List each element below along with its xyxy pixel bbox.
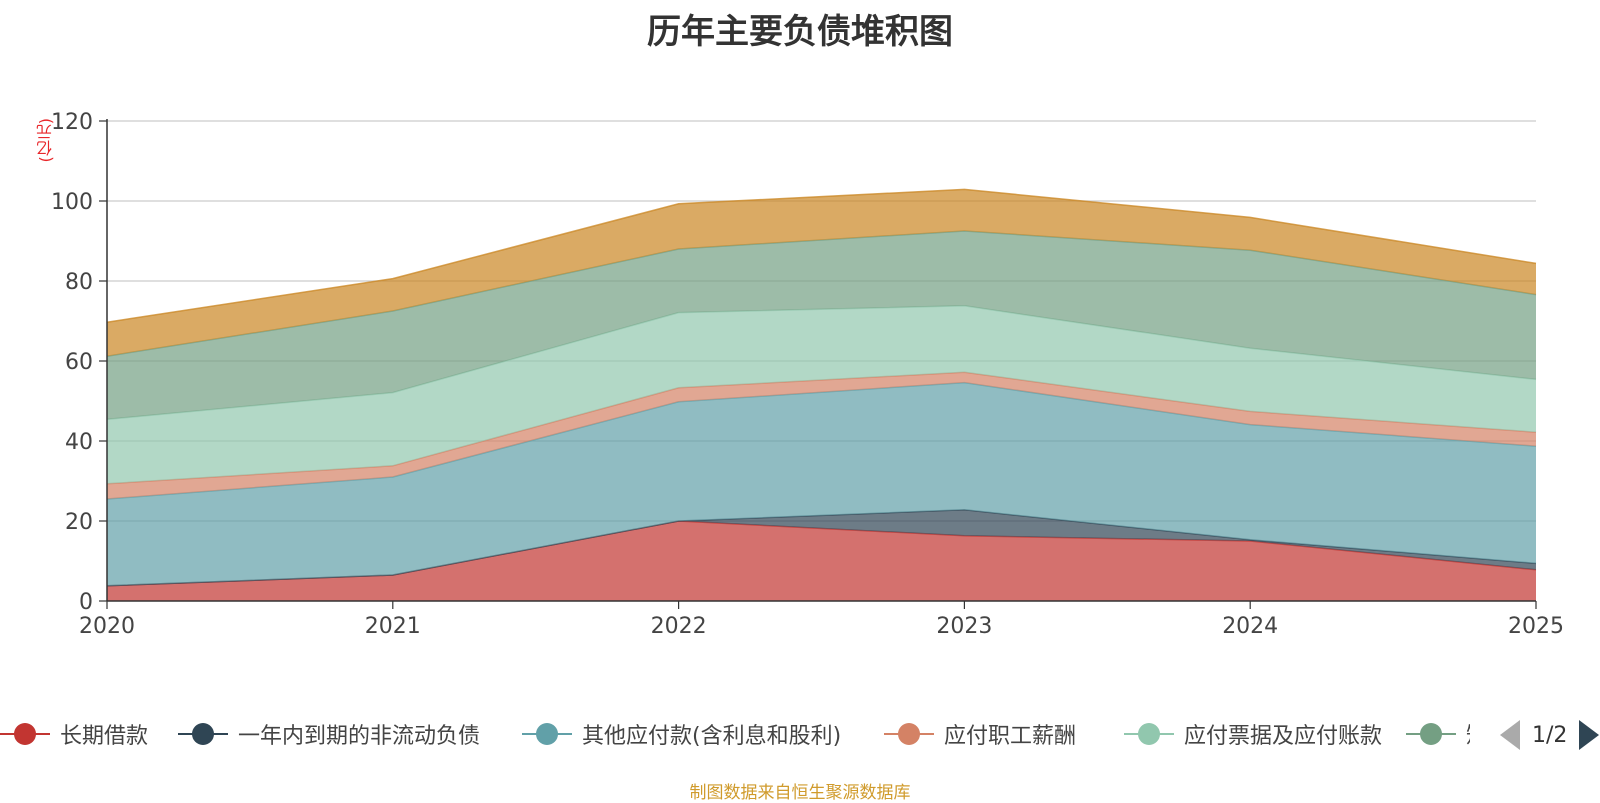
legend-marker-icon: [1406, 722, 1456, 746]
x-tick-label: 2020: [79, 614, 135, 639]
chart-title: 历年主要负债堆积图: [647, 12, 953, 52]
area-series-4[interactable]: [107, 372, 1536, 499]
legend-item[interactable]: 短: [1406, 716, 1470, 752]
y-tick-label: 40: [65, 430, 93, 455]
legend-label: 其他应付款(含利息和股利): [582, 724, 842, 749]
legend-label: 长期借款: [60, 724, 149, 749]
area-series-6[interactable]: [107, 231, 1536, 420]
legend-item[interactable]: 长期借款: [0, 716, 148, 752]
area-series-3[interactable]: [107, 382, 1536, 586]
y-tick-label: 0: [79, 590, 93, 615]
area-series-2[interactable]: [107, 509, 1536, 586]
legend-item[interactable]: 应付职工薪酬: [884, 716, 1076, 752]
area-series-5[interactable]: [107, 305, 1536, 484]
area-series: [106, 188, 1537, 601]
legend-marker-dot: [898, 723, 920, 745]
legend-marker-dot: [1420, 723, 1442, 745]
legend-marker-dot: [14, 723, 36, 745]
x-tick-label: 2023: [936, 614, 992, 639]
legend-label: 一年内到期的非流动负债: [238, 724, 481, 749]
source-note: 制图数据来自恒生聚源数据库: [689, 783, 911, 803]
x-tick-label: 2025: [1508, 614, 1564, 639]
legend-marker-dot: [192, 723, 214, 745]
legend-item[interactable]: 一年内到期的非流动负债: [178, 716, 480, 752]
legend-marker-icon: [0, 722, 50, 746]
legend-marker-dot: [1138, 723, 1160, 745]
legend-pager: 1/2: [1500, 718, 1600, 752]
y-tick-label: 120: [51, 110, 93, 135]
legend-item[interactable]: 其他应付款(含利息和股利): [522, 716, 841, 752]
legend-next-page-icon[interactable]: [1579, 720, 1600, 750]
legend-marker-icon: [884, 722, 934, 746]
stacked-area-chart: 0 20 40 60 80 100 120 2020 2021 2022 2023 2024 2025: [51, 110, 1564, 639]
x-tick-label: 2024: [1222, 614, 1278, 639]
legend-marker-icon: [178, 722, 228, 746]
area-series-edge-7: [106, 188, 1537, 323]
axes: 0 20 40 60 80 100 120 2020 2021 2022 2023 2024 2025: [51, 110, 1564, 639]
x-tick-label: 2021: [365, 614, 421, 639]
legend-page-indicator: 1/2: [1532, 722, 1568, 748]
legend-item[interactable]: 应付票据及应付账款: [1124, 716, 1382, 752]
y-tick-label: 60: [65, 350, 93, 375]
legend-prev-page-icon[interactable]: [1500, 720, 1520, 750]
legend-marker-icon: [522, 722, 572, 746]
legend-label: 应付票据及应付账款: [1184, 724, 1383, 749]
legend-marker-dot: [536, 723, 558, 745]
legend-label: 短: [1466, 718, 1470, 750]
y-tick-label: 80: [65, 270, 93, 295]
area-series-1[interactable]: [107, 521, 1536, 601]
y-tick-label: 100: [51, 190, 93, 215]
y-tick-label: 20: [65, 510, 93, 535]
area-series-7[interactable]: [107, 189, 1536, 357]
legend-marker-icon: [1124, 722, 1174, 746]
x-tick-label: 2022: [651, 614, 707, 639]
legend: 长期借款 一年内到期的非流动负债 其他应付款(含利息和股利) 应付职工薪酬 应付票据及应…: [0, 716, 1470, 752]
legend-label: 应付职工薪酬: [944, 724, 1077, 749]
